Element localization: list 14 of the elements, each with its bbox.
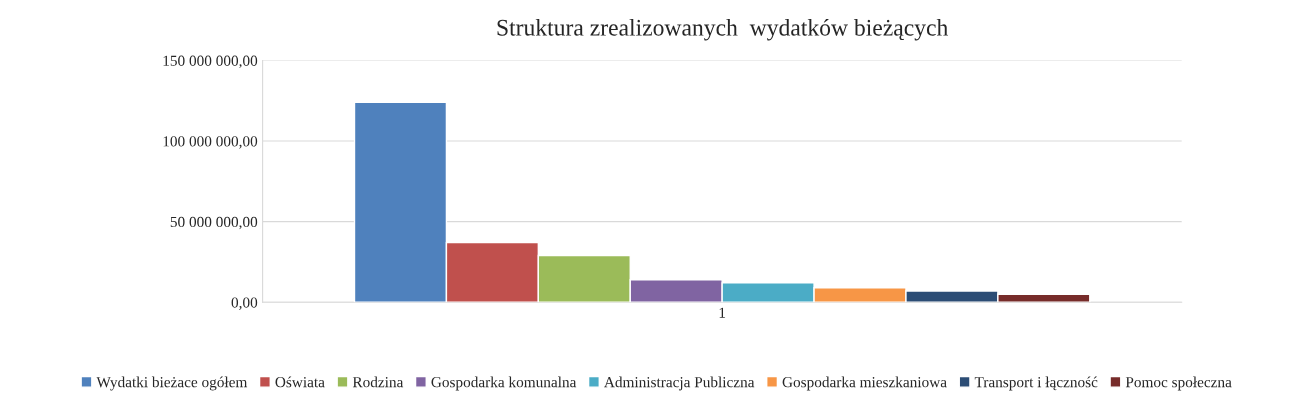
legend-label: Oświata xyxy=(275,376,325,388)
y-tick-label: 0,00 xyxy=(231,297,258,310)
legend-label: Administracja Publiczna xyxy=(604,376,755,391)
y-tick-label: 50 000 000,00 xyxy=(170,216,258,230)
chart-title: Struktura zrealizowanych wydatków bieżących xyxy=(497,19,949,41)
legend-label: Gospodarka komunalna xyxy=(431,376,577,391)
legend-label: Wydatki bieżace ogółem xyxy=(96,376,248,391)
x-tick-label: 1 xyxy=(719,307,726,318)
y-tick-label: 150 000 000,00 xyxy=(163,55,258,69)
y-tick-label: 100 000 000,00 xyxy=(163,136,258,149)
legend-label: Transport i łączność xyxy=(974,376,1098,391)
legend-label: Rodzina xyxy=(352,376,404,388)
legend-label: Pomoc społeczna xyxy=(1125,376,1232,391)
legend-label: Gospodarka mieszkaniowa xyxy=(782,376,947,391)
